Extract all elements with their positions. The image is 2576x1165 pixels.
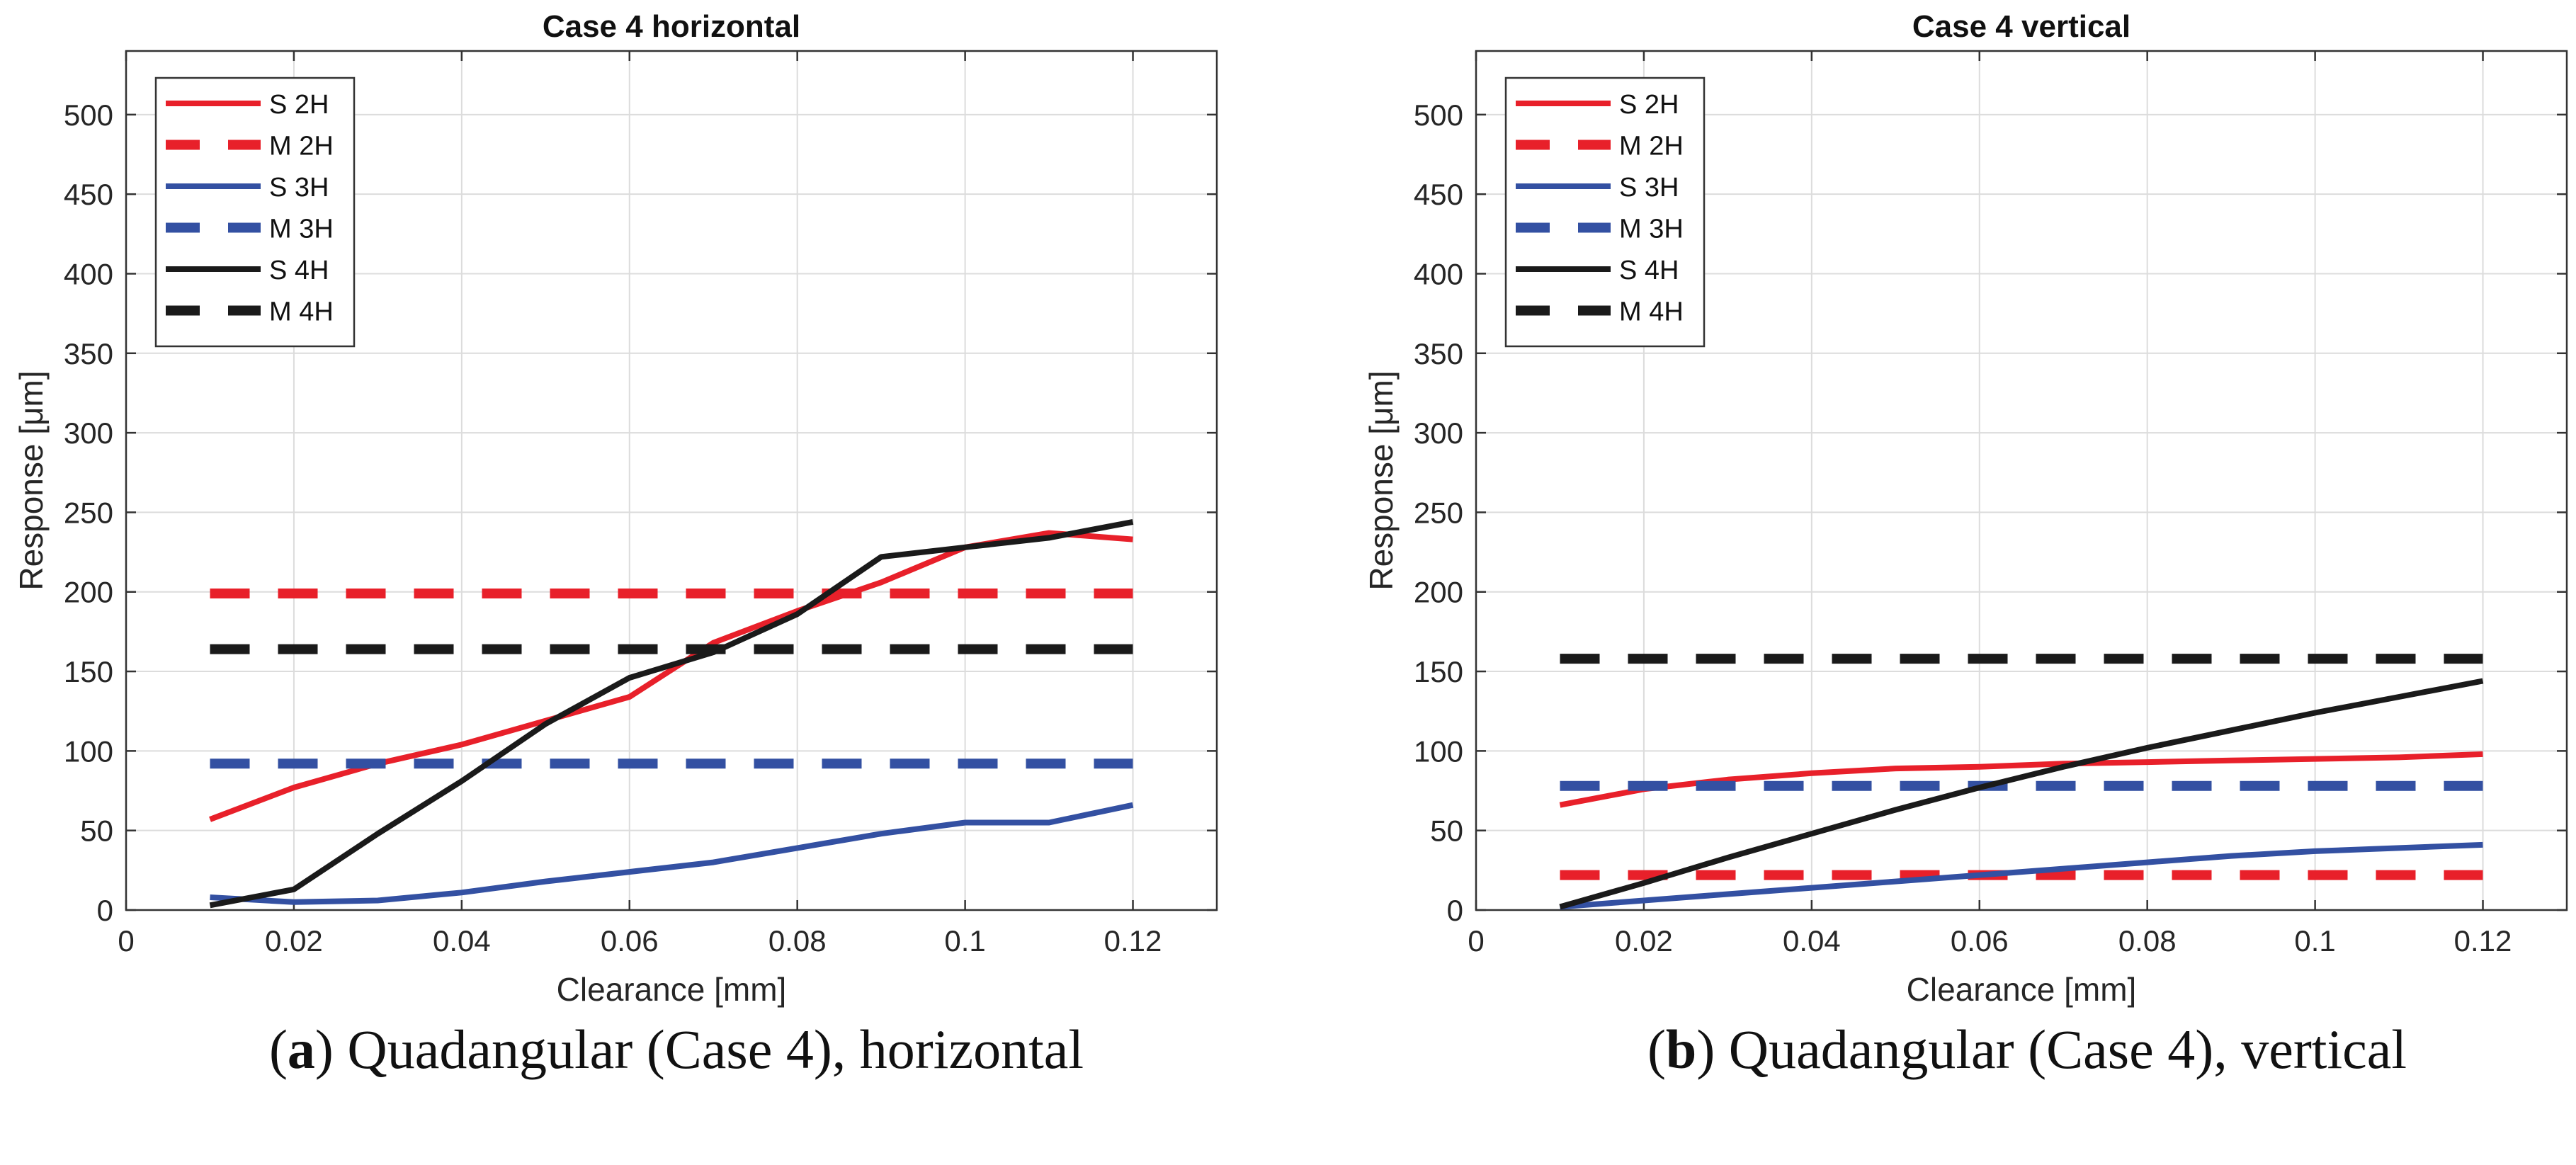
x-axis-label: Clearance [mm] (557, 971, 787, 1008)
x-tick-label: 0.1 (2294, 924, 2335, 957)
y-tick-label: 500 (64, 98, 113, 132)
series-line-s-4h (209, 518, 1134, 909)
x-tick-label: 0.08 (768, 924, 827, 957)
legend-label: M 2H (1619, 132, 1684, 161)
legend-label: S 4H (1619, 256, 1679, 285)
caption-paren: ( (1647, 1018, 1666, 1080)
x-tick-label: 0.08 (2118, 924, 2177, 957)
x-tick-label: 0.06 (601, 924, 659, 957)
x-tick-label: 0.06 (1951, 924, 2009, 957)
axes-box (125, 50, 1218, 911)
legend-label: S 3H (1619, 173, 1679, 203)
y-axis-label: Response [μm] (1363, 370, 1400, 590)
y-tick-label: 0 (97, 894, 113, 927)
legend-label: S 2H (1619, 90, 1679, 120)
chart-title: Case 4 vertical (1912, 9, 2130, 44)
legend-label: M 4H (1619, 297, 1684, 327)
y-tick-label: 150 (64, 655, 113, 688)
y-tick-label: 400 (1414, 257, 1463, 290)
legend-label: M 3H (269, 215, 334, 244)
legend-label: S 4H (269, 256, 329, 285)
y-axis-label: Response [μm] (13, 370, 50, 590)
y-tick-label: 50 (80, 814, 113, 848)
series-line-s-4h (1559, 678, 2484, 910)
y-tick-label: 350 (64, 337, 113, 370)
y-tick-label: 200 (64, 576, 113, 609)
y-tick-label: 250 (64, 496, 113, 529)
series-line-s-3h (210, 802, 1134, 905)
caption-paren: ( (269, 1018, 288, 1080)
y-tick-label: 300 (1414, 416, 1463, 450)
y-tick-label: 400 (64, 257, 113, 290)
y-tick-label: 200 (1414, 576, 1463, 609)
y-tick-label: 100 (1414, 734, 1463, 768)
legend-label: M 4H (269, 297, 334, 327)
figure-caption: (a) Quadangular (Case 4), horizontal (269, 1018, 1084, 1080)
y-tick-label: 150 (1414, 655, 1463, 688)
legend-label: S 2H (269, 90, 329, 120)
caption-text: Quadangular (Case 4), horizontal (347, 1018, 1084, 1080)
y-tick-label: 50 (1430, 814, 1463, 848)
caption-label: b (1666, 1018, 1696, 1080)
y-tick-label: 450 (1414, 178, 1463, 211)
chart-panel-2: 0 0.02 0.04 0.06 0.08 0.1 0.12 0 50 100 150 200 250 3… (1363, 9, 2568, 1080)
figure-caption: (b) Quadangular (Case 4), vertical (1647, 1018, 2407, 1080)
legend: S 2H M 2H S 3H M 3H S 4H M 4H (154, 76, 356, 348)
y-tick-label: 0 (1447, 894, 1463, 927)
x-tick-label: 0.02 (1615, 924, 1673, 957)
legend-box (1504, 76, 1706, 348)
legend-box (154, 76, 356, 348)
y-tick-label: 450 (64, 178, 113, 211)
y-tick-label: 350 (1414, 337, 1463, 370)
caption-label: a (288, 1018, 315, 1080)
legend-label: S 3H (269, 173, 329, 203)
x-tick-label: 0.12 (2454, 924, 2512, 957)
x-tick-label: 0.04 (433, 924, 491, 957)
caption-text: Quadangular (Case 4), vertical (1729, 1018, 2407, 1080)
x-tick-label: 0.02 (265, 924, 323, 957)
chart-panel-1: 0 0.02 0.04 0.06 0.08 0.1 0.12 0 50 100 150 200 250 3… (13, 9, 1218, 1080)
y-tick-label: 500 (1414, 98, 1463, 132)
x-tick-label: 0 (118, 924, 134, 957)
caption-paren: ) (1696, 1018, 1728, 1080)
x-axis-label: Clearance [mm] (1907, 971, 2137, 1008)
x-tick-label: 0 (1468, 924, 1484, 957)
y-tick-label: 250 (1414, 496, 1463, 529)
x-tick-label: 0.04 (1783, 924, 1841, 957)
x-tick-label: 0.1 (944, 924, 985, 957)
chart-title: Case 4 horizontal (543, 9, 800, 44)
legend-label: M 2H (269, 132, 334, 161)
legend: S 2H M 2H S 3H M 3H S 4H M 4H (1504, 76, 1706, 348)
x-tick-label: 0.12 (1104, 924, 1162, 957)
axes-box (1475, 50, 2568, 911)
caption-paren: ) (315, 1018, 347, 1080)
legend-label: M 3H (1619, 215, 1684, 244)
y-tick-label: 100 (64, 734, 113, 768)
y-tick-label: 300 (64, 416, 113, 450)
series-line-s-3h (1560, 841, 2483, 910)
